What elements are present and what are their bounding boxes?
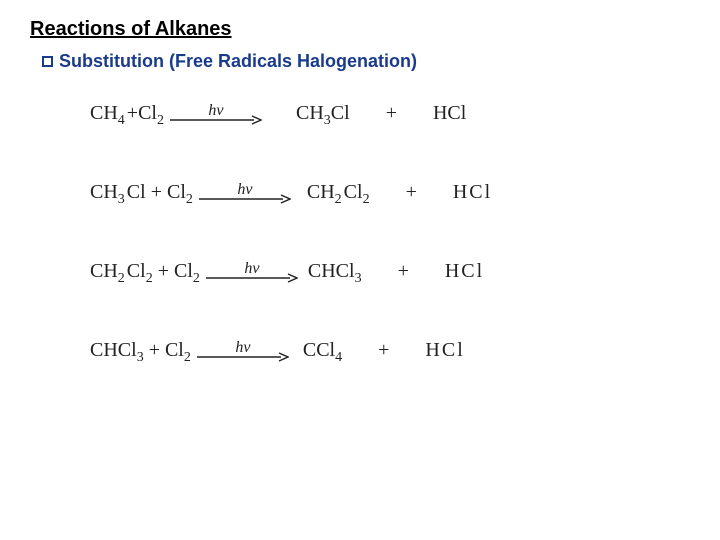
equation-product-2: HCl <box>445 260 484 283</box>
bullet-square-icon <box>42 56 53 67</box>
equation-lhs: CHCl3 + Cl2 <box>90 339 191 362</box>
slide: Reactions of Alkanes Substitution (Free … <box>0 0 720 540</box>
plus-sign: + <box>378 339 389 362</box>
plus-sign: + <box>398 260 409 283</box>
equation-row: CH4+Cl2 hv CH3Cl + HCl <box>90 102 690 125</box>
equation-list: CH4+Cl2 hv CH3Cl + HCl CH3Cl + Cl2 hv CH2Cl2 + HC… <box>90 102 690 362</box>
equation-product-1: CH3Cl <box>272 102 350 125</box>
equation-product-2: HCl <box>453 181 492 204</box>
equation-lhs: CH2Cl2 + Cl2 <box>90 260 200 283</box>
equation-lhs: CH3Cl + Cl2 <box>90 181 193 204</box>
equation-product-2: HCl <box>425 339 464 362</box>
equation-row: CH3Cl + Cl2 hv CH2Cl2 + HCl <box>90 181 690 204</box>
equation-row: CH2Cl2 + Cl2 hv CHCl3 + HCl <box>90 260 690 283</box>
equation-product-1: CHCl3 <box>308 260 362 283</box>
plus-sign: + <box>406 181 417 204</box>
reaction-arrow: hv <box>197 340 289 362</box>
equation-product-2: HCl <box>433 102 466 125</box>
reaction-arrow: hv <box>206 261 298 283</box>
page-title: Reactions of Alkanes <box>30 18 690 41</box>
equation-product-1: CH2Cl2 <box>301 181 370 204</box>
equation-lhs: CH4+Cl2 <box>90 102 164 125</box>
equation-product-1: CCl4 <box>299 339 342 362</box>
subtitle-row: Substitution (Free Radicals Halogenation… <box>42 51 690 72</box>
subtitle-text: Substitution (Free Radicals Halogenation… <box>59 51 417 72</box>
equation-row: CHCl3 + Cl2 hv CCl4 + HCl <box>90 339 690 362</box>
plus-sign: + <box>386 102 397 125</box>
reaction-arrow: hv <box>170 103 262 125</box>
reaction-arrow: hv <box>199 182 291 204</box>
